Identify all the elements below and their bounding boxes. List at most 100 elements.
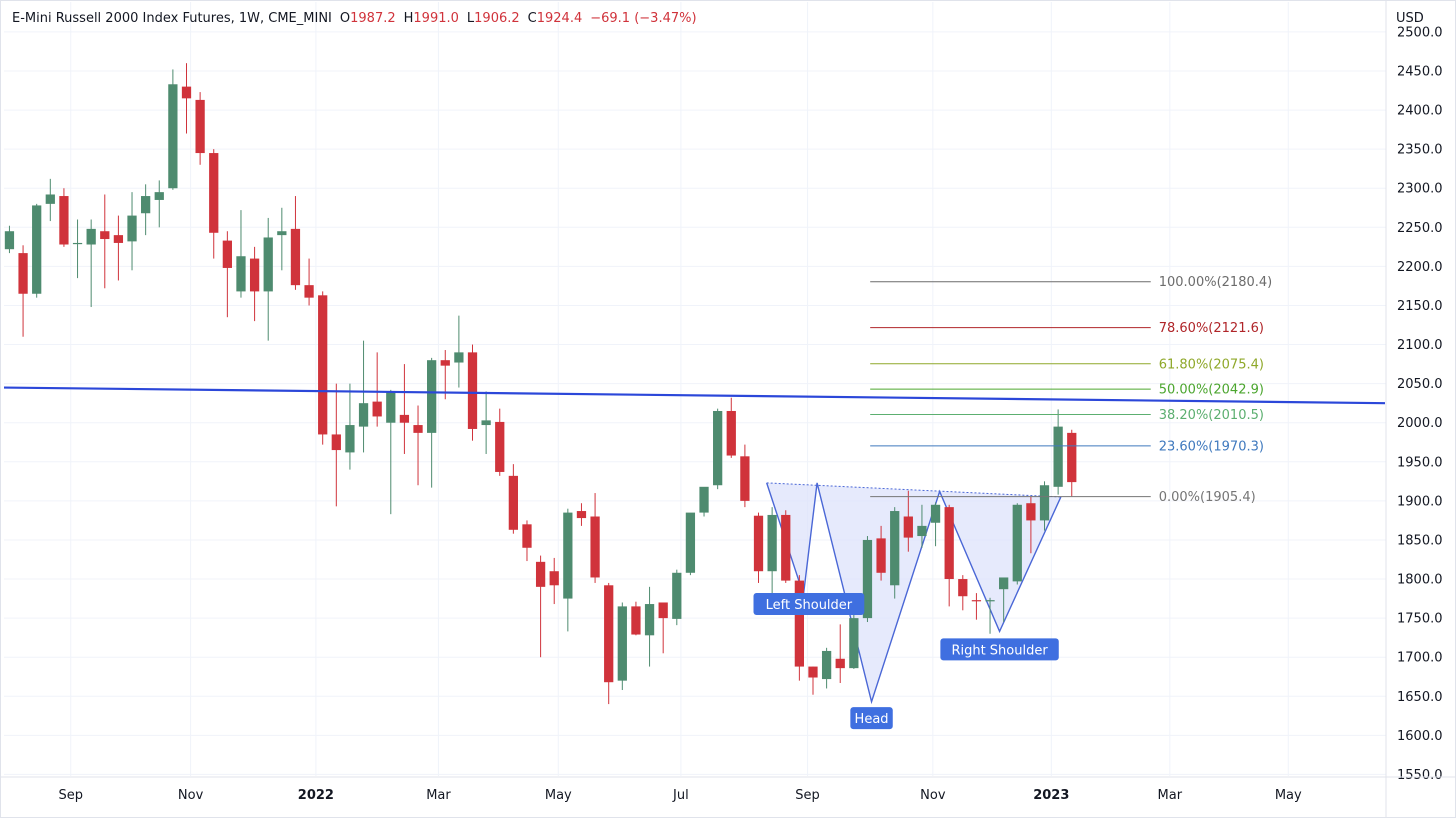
candle-body — [522, 524, 532, 548]
candle-body — [345, 425, 355, 453]
candle — [563, 508, 573, 632]
candle — [413, 405, 423, 486]
candle — [154, 180, 164, 228]
candle — [32, 203, 42, 298]
candle-body — [399, 414, 410, 423]
y-tick-label: 2200.0 — [1397, 260, 1443, 275]
candle-body — [644, 604, 655, 636]
candle — [1053, 409, 1063, 495]
y-tick-label: 1700.0 — [1397, 651, 1443, 666]
candle — [141, 184, 151, 236]
x-tick-label: 2023 — [1033, 788, 1069, 803]
candle — [713, 408, 723, 490]
candle — [617, 602, 627, 691]
y-tick-label: 2250.0 — [1397, 221, 1443, 236]
candle-body — [72, 242, 83, 245]
candle-body — [862, 539, 873, 619]
candle — [944, 504, 954, 607]
candle — [168, 69, 178, 190]
x-tick-label: Nov — [178, 788, 204, 803]
candle-body — [358, 403, 369, 427]
candle-body — [713, 410, 723, 486]
candle — [427, 357, 437, 488]
candle — [100, 194, 110, 289]
candle — [372, 352, 382, 427]
candle-body — [917, 525, 927, 537]
candle — [821, 647, 832, 689]
y-tick-label: 1600.0 — [1397, 729, 1443, 744]
candle — [481, 391, 491, 454]
y-tick-label: 2500.0 — [1397, 25, 1443, 40]
candle — [304, 258, 314, 306]
candle — [835, 624, 845, 683]
candle-body — [535, 561, 546, 587]
candle-body — [1053, 426, 1063, 487]
candle — [699, 486, 709, 517]
pattern-labels-layer: Left Shoulder Head Right Shoulder — [753, 593, 1059, 730]
candle-body — [154, 192, 164, 200]
candle-body — [127, 215, 137, 242]
candle-body — [59, 196, 69, 245]
candle — [985, 597, 995, 634]
candle-body — [999, 577, 1009, 590]
candle-body — [1039, 485, 1050, 521]
candle — [59, 188, 69, 247]
candle-body — [930, 504, 941, 523]
candle-body — [876, 538, 886, 573]
candle-body — [209, 153, 219, 233]
resistance-trendline — [3, 386, 1386, 405]
candle-body — [467, 352, 478, 429]
candle — [535, 555, 546, 658]
candle-body — [835, 658, 845, 669]
low-value: 1906.2 — [474, 11, 520, 26]
candle-body — [45, 194, 55, 204]
candle-body — [590, 516, 600, 578]
candle — [18, 245, 28, 337]
candle-body — [808, 666, 818, 678]
candle-body — [318, 295, 328, 435]
pattern-label-bg — [753, 593, 865, 616]
candle — [181, 63, 192, 134]
fib-level-label: 23.60%(1970.3) — [1159, 439, 1264, 454]
candle-body — [617, 606, 627, 681]
candle — [740, 444, 750, 508]
pattern-label-bg — [940, 638, 1059, 661]
candle-body — [141, 196, 151, 214]
x-tick-label: 2022 — [298, 788, 334, 803]
candle-body — [753, 515, 764, 572]
candle — [113, 215, 124, 281]
pattern-label-text: Left Shoulder — [766, 598, 853, 613]
x-tick-label: May — [545, 788, 572, 803]
candle-body — [4, 231, 15, 250]
candle — [658, 602, 668, 654]
candle-body — [740, 456, 750, 501]
candle — [4, 225, 15, 254]
candle — [1026, 496, 1036, 554]
candle-body — [386, 391, 396, 423]
close-label: C — [527, 11, 537, 26]
candle-body — [168, 84, 178, 189]
currency-label: USD — [1396, 11, 1424, 26]
candle-body — [985, 600, 995, 602]
y-tick-label: 2300.0 — [1397, 182, 1443, 197]
candle-body — [263, 237, 273, 292]
y-tick-label: 2450.0 — [1397, 64, 1443, 79]
y-tick-label: 2150.0 — [1397, 299, 1443, 314]
candle-body — [440, 360, 450, 366]
candle-body — [958, 579, 968, 597]
candle — [753, 512, 764, 583]
candle — [672, 569, 682, 626]
candle — [495, 408, 505, 476]
candle — [277, 207, 287, 271]
candle — [958, 575, 968, 611]
fib-level-label: 38.20%(2010.5) — [1159, 408, 1264, 423]
candle-body — [495, 421, 505, 472]
candle-body — [1067, 432, 1077, 483]
candle — [222, 231, 232, 318]
candle-body — [277, 231, 287, 236]
candle-body — [672, 572, 682, 619]
candle — [345, 383, 355, 470]
